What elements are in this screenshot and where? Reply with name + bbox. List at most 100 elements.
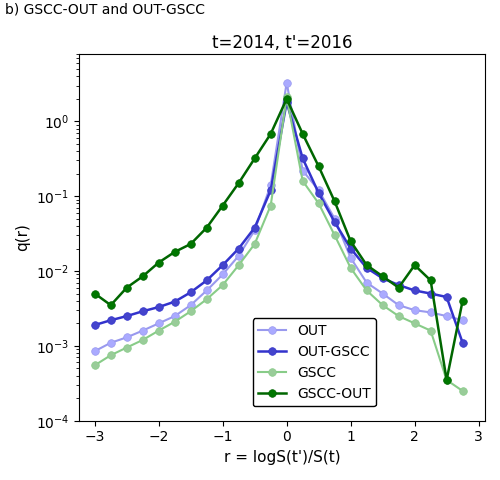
- GSCC: [124, 345, 130, 350]
- OUT: [396, 302, 402, 308]
- GSCC-OUT: [236, 180, 242, 186]
- OUT-GSCC: [140, 308, 145, 314]
- OUT: [364, 280, 370, 286]
- OUT: [284, 80, 290, 85]
- GSCC: [444, 377, 450, 383]
- OUT-GSCC: [172, 299, 177, 304]
- GSCC: [332, 232, 338, 238]
- OUT-GSCC: [348, 246, 354, 252]
- GSCC-OUT: [252, 156, 258, 161]
- OUT-GSCC: [396, 282, 402, 288]
- OUT-GSCC: [444, 294, 450, 300]
- GSCC: [92, 362, 98, 368]
- GSCC: [252, 241, 258, 247]
- GSCC-OUT: [428, 277, 434, 283]
- OUT: [412, 307, 418, 313]
- OUT-GSCC: [236, 246, 242, 252]
- GSCC-OUT: [460, 298, 466, 304]
- OUT: [252, 228, 258, 233]
- GSCC-OUT: [284, 96, 290, 102]
- GSCC-OUT: [188, 241, 194, 247]
- GSCC: [316, 201, 322, 206]
- GSCC: [364, 288, 370, 293]
- GSCC: [188, 308, 194, 314]
- OUT-GSCC: [364, 265, 370, 271]
- GSCC: [300, 178, 306, 184]
- OUT: [444, 313, 450, 319]
- OUT-GSCC: [252, 225, 258, 230]
- OUT: [428, 310, 434, 315]
- GSCC-OUT: [92, 291, 98, 297]
- OUT: [172, 313, 177, 319]
- GSCC-OUT: [268, 131, 274, 137]
- OUT-GSCC: [188, 289, 194, 295]
- GSCC-OUT: [332, 199, 338, 204]
- GSCC-OUT: [300, 131, 306, 137]
- X-axis label: r = logS(t')/S(t): r = logS(t')/S(t): [224, 450, 340, 465]
- OUT: [220, 272, 226, 277]
- GSCC: [156, 328, 162, 334]
- OUT-GSCC: [380, 276, 386, 281]
- GSCC-OUT: [108, 302, 114, 308]
- GSCC: [396, 313, 402, 319]
- OUT: [188, 302, 194, 308]
- OUT-GSCC: [300, 156, 306, 161]
- OUT: [108, 340, 114, 346]
- OUT: [460, 317, 466, 323]
- OUT: [204, 288, 210, 293]
- GSCC-OUT: [412, 262, 418, 268]
- GSCC: [236, 262, 242, 268]
- Title: t=2014, t'=2016: t=2014, t'=2016: [212, 34, 352, 52]
- OUT-GSCC: [156, 304, 162, 310]
- OUT-GSCC: [316, 190, 322, 196]
- GSCC: [412, 321, 418, 326]
- GSCC-OUT: [380, 274, 386, 279]
- OUT: [92, 348, 98, 354]
- OUT: [140, 328, 145, 334]
- OUT-GSCC: [92, 322, 98, 328]
- GSCC-OUT: [140, 274, 145, 279]
- GSCC: [460, 388, 466, 394]
- GSCC-OUT: [124, 285, 130, 290]
- GSCC-OUT: [396, 285, 402, 290]
- OUT: [268, 182, 274, 188]
- GSCC: [284, 95, 290, 100]
- OUT: [332, 216, 338, 222]
- GSCC-OUT: [364, 262, 370, 268]
- OUT-GSCC: [412, 288, 418, 293]
- GSCC-OUT: [156, 260, 162, 265]
- OUT-GSCC: [428, 291, 434, 297]
- GSCC: [140, 337, 145, 343]
- GSCC: [380, 302, 386, 308]
- Text: b) GSCC-OUT and OUT-GSCC: b) GSCC-OUT and OUT-GSCC: [5, 2, 205, 16]
- Line: GSCC-OUT: GSCC-OUT: [91, 95, 467, 384]
- OUT-GSCC: [204, 277, 210, 283]
- Y-axis label: q(r): q(r): [15, 223, 30, 251]
- GSCC: [220, 282, 226, 288]
- GSCC: [172, 319, 177, 324]
- OUT-GSCC: [124, 313, 130, 319]
- GSCC-OUT: [316, 164, 322, 169]
- GSCC: [108, 352, 114, 358]
- OUT: [124, 335, 130, 340]
- OUT-GSCC: [268, 187, 274, 193]
- GSCC: [268, 203, 274, 208]
- OUT: [380, 291, 386, 297]
- OUT: [156, 321, 162, 326]
- OUT: [300, 168, 306, 173]
- OUT-GSCC: [220, 262, 226, 268]
- Line: OUT-GSCC: OUT-GSCC: [91, 98, 467, 347]
- GSCC-OUT: [220, 203, 226, 208]
- OUT-GSCC: [460, 340, 466, 346]
- GSCC: [428, 328, 434, 334]
- Line: GSCC: GSCC: [91, 94, 467, 395]
- OUT: [348, 255, 354, 261]
- GSCC-OUT: [204, 225, 210, 230]
- OUT: [316, 187, 322, 193]
- GSCC-OUT: [444, 377, 450, 383]
- OUT-GSCC: [332, 219, 338, 225]
- OUT-GSCC: [108, 317, 114, 323]
- OUT-GSCC: [284, 99, 290, 105]
- Line: OUT: OUT: [91, 79, 467, 355]
- GSCC: [204, 296, 210, 302]
